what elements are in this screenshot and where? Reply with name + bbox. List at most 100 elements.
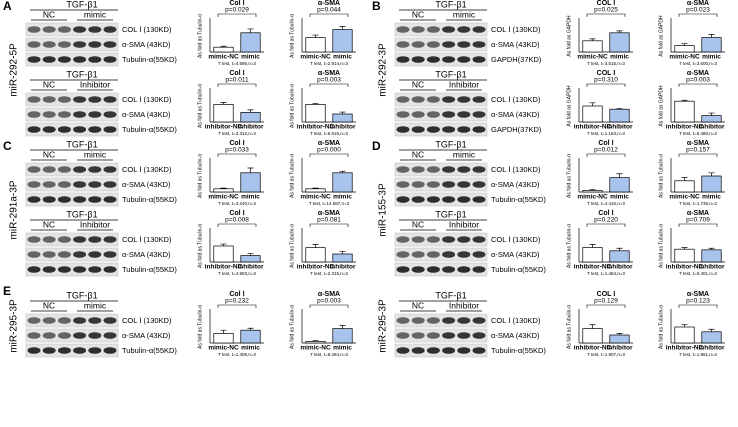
blot-band xyxy=(396,126,410,133)
error-bar xyxy=(589,324,596,329)
bar xyxy=(305,341,326,344)
blot-band xyxy=(27,111,41,118)
y-axis-label: As fold as Tubulin-α xyxy=(289,224,295,268)
band-label: GAPDH(37KD) xyxy=(491,125,542,134)
x-tick-label: mimic-NC xyxy=(208,194,239,201)
error-bar xyxy=(681,324,688,327)
chart-title: α-SMA xyxy=(318,291,340,298)
chart-title: Col Ⅰ xyxy=(229,139,244,147)
blot-band xyxy=(472,166,486,173)
x-tick-label: mimic xyxy=(241,194,260,201)
error-bar xyxy=(708,247,715,250)
x-tick-label: inhibitor xyxy=(607,345,633,352)
band-label: Tubulin-α(55KD) xyxy=(122,55,177,64)
x-tick-label: inhibitor xyxy=(699,124,725,131)
group-label: Inhibitor xyxy=(80,79,110,89)
x-tick-label: inhibitor xyxy=(330,124,356,131)
mirna-label: miR-292-5P xyxy=(9,43,20,97)
group-label: mimic xyxy=(84,9,107,19)
x-tick-label: inhibitor xyxy=(699,345,725,352)
blot-band xyxy=(57,251,71,258)
blot-band xyxy=(426,166,440,173)
error-bar xyxy=(339,26,346,30)
bar xyxy=(609,108,630,123)
treatment-label: TGF-β1 xyxy=(435,290,466,300)
blot-band xyxy=(396,26,410,33)
significance-bracket xyxy=(678,83,718,87)
x-tick-label: mimic xyxy=(241,54,260,61)
blot-band xyxy=(442,126,456,133)
group-label: NC xyxy=(43,149,55,159)
significance-bracket xyxy=(217,13,257,17)
blot-band xyxy=(411,166,425,173)
bar xyxy=(701,37,722,53)
significance-bracket xyxy=(586,304,626,308)
error-bar xyxy=(589,38,596,41)
x-tick-label: mimic xyxy=(610,194,629,201)
blot-band xyxy=(426,181,440,188)
blot-band xyxy=(42,251,56,258)
x-tick-label: mimic-NC xyxy=(208,54,239,61)
band-label: Tubulin-α(55KD) xyxy=(491,346,546,355)
blot-band xyxy=(442,251,456,258)
blot-band xyxy=(88,251,102,258)
bar xyxy=(674,100,695,123)
chart-title: Col Ⅰ xyxy=(229,69,244,77)
blot-band xyxy=(27,196,41,203)
error-bar xyxy=(589,102,596,106)
band-label: Tubulin-α(55KD) xyxy=(122,195,177,204)
blot-band xyxy=(411,251,425,258)
blot-band xyxy=(442,236,456,243)
error-bar xyxy=(589,244,596,248)
significance-bracket xyxy=(586,153,626,157)
chart-title: α-SMA xyxy=(318,210,340,217)
p-value: p=0.220 xyxy=(594,217,618,224)
blot-band xyxy=(27,347,41,354)
blot-band xyxy=(396,41,410,48)
band-label: COL Ⅰ (130KD) xyxy=(122,95,172,104)
blot-band xyxy=(57,332,71,339)
blot-band xyxy=(411,332,425,339)
blot-band xyxy=(457,332,471,339)
p-value: p=0.044 xyxy=(317,7,341,14)
bar xyxy=(674,45,695,53)
chart-title: Col Ⅰ xyxy=(598,139,613,147)
footnote: T test, t=2.315,n=3 xyxy=(310,271,348,276)
blot-band xyxy=(27,56,41,63)
blot-band xyxy=(57,41,71,48)
blot-band xyxy=(457,236,471,243)
bar xyxy=(305,104,326,123)
band-label: COL Ⅰ (130KD) xyxy=(491,165,541,174)
bar xyxy=(582,190,603,193)
blot-band xyxy=(426,347,440,354)
blot-band xyxy=(442,332,456,339)
blot-band xyxy=(396,266,410,273)
panel-letter: C xyxy=(3,139,12,153)
blot-band xyxy=(42,196,56,203)
blot-band xyxy=(42,41,56,48)
blot-band xyxy=(103,126,117,133)
error-bar xyxy=(220,45,227,48)
y-axis-label: As fold as Tubulin-α xyxy=(197,84,203,128)
blot-band xyxy=(88,236,102,243)
blot-band xyxy=(426,196,440,203)
error-bar xyxy=(681,177,688,181)
bar xyxy=(213,333,234,344)
p-value: p=0.081 xyxy=(317,217,341,224)
band-label: COL Ⅰ (130KD) xyxy=(491,316,541,325)
blot-band xyxy=(442,181,456,188)
chart-title: Col Ⅰ xyxy=(229,209,244,217)
blot-band xyxy=(426,26,440,33)
blot-band xyxy=(426,251,440,258)
x-tick-label: mimic xyxy=(333,194,352,201)
x-tick-label: mimic-NC xyxy=(669,54,700,61)
panel-letter: D xyxy=(372,139,381,153)
blot-band xyxy=(396,251,410,258)
x-tick-label: inhibitor xyxy=(238,124,264,131)
blot-band xyxy=(103,181,117,188)
error-bar xyxy=(681,99,688,102)
bar xyxy=(213,245,234,263)
group-label: NC xyxy=(43,300,55,310)
blot-band xyxy=(396,196,410,203)
band-label: α-SMA (43KD) xyxy=(491,180,540,189)
